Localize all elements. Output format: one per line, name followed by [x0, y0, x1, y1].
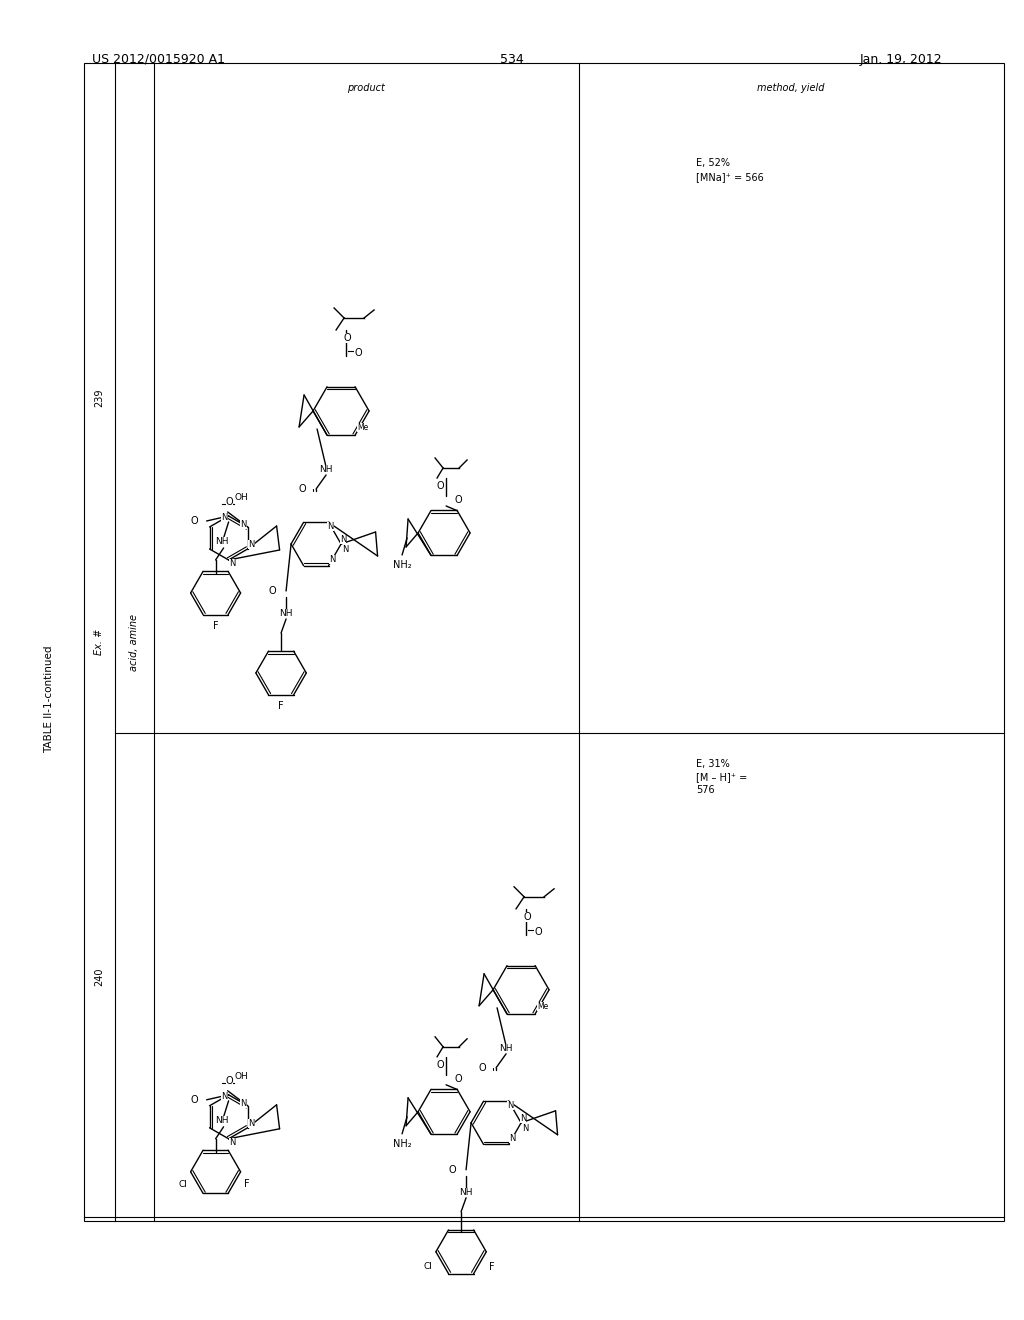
Text: N: N: [522, 1125, 528, 1134]
Text: NH: NH: [280, 610, 293, 619]
Text: NH: NH: [215, 1117, 228, 1125]
Text: Me: Me: [357, 422, 369, 432]
Text: N: N: [328, 521, 334, 531]
Text: E, 31%
[M – H]⁺ =
576: E, 31% [M – H]⁺ = 576: [696, 759, 748, 796]
Text: O: O: [478, 1063, 486, 1073]
Text: O: O: [298, 484, 306, 494]
Text: O: O: [190, 516, 199, 525]
Text: Me: Me: [538, 1002, 549, 1011]
Text: N: N: [340, 536, 346, 544]
Text: O: O: [455, 495, 462, 506]
Text: NH₂: NH₂: [393, 560, 412, 570]
Text: O: O: [354, 348, 361, 358]
Text: Cl: Cl: [178, 1180, 187, 1189]
Text: N: N: [229, 560, 236, 569]
Text: NH: NH: [460, 1188, 473, 1197]
Text: F: F: [213, 620, 218, 631]
Text: method, yield: method, yield: [758, 83, 824, 94]
Text: F: F: [489, 1262, 495, 1272]
Text: OH: OH: [234, 1072, 249, 1081]
Text: N: N: [330, 556, 336, 564]
Text: O: O: [436, 480, 443, 491]
Text: O: O: [436, 1060, 443, 1069]
Text: O: O: [226, 498, 233, 507]
Text: N: N: [241, 1100, 247, 1109]
Text: US 2012/0015920 A1: US 2012/0015920 A1: [92, 53, 225, 66]
Text: N: N: [249, 1119, 255, 1129]
Text: OH: OH: [234, 494, 249, 503]
Text: O: O: [343, 333, 351, 343]
Text: O: O: [449, 1164, 456, 1175]
Text: N: N: [221, 1092, 227, 1101]
Text: NH: NH: [215, 537, 228, 546]
Text: product: product: [347, 83, 385, 94]
Text: N: N: [221, 513, 227, 523]
Text: O: O: [535, 927, 542, 937]
Text: O: O: [190, 1094, 199, 1105]
Text: N: N: [509, 1134, 516, 1143]
Text: NH: NH: [319, 466, 333, 474]
Text: O: O: [268, 586, 275, 597]
Text: 240: 240: [94, 968, 104, 986]
Text: N: N: [342, 545, 348, 554]
Text: NH: NH: [500, 1044, 513, 1053]
Text: N: N: [508, 1101, 514, 1110]
Text: F: F: [279, 701, 284, 711]
Text: N: N: [229, 1138, 236, 1147]
Text: F: F: [244, 1179, 250, 1189]
Text: O: O: [226, 1076, 233, 1086]
Text: Cl: Cl: [424, 1262, 432, 1271]
Text: TABLE II-1-continued: TABLE II-1-continued: [44, 645, 54, 754]
Text: O: O: [455, 1073, 462, 1084]
Text: NH₂: NH₂: [393, 1139, 412, 1148]
Text: Jan. 19, 2012: Jan. 19, 2012: [859, 53, 942, 66]
Text: O: O: [523, 912, 530, 921]
Text: acid, amine: acid, amine: [129, 614, 139, 671]
Text: E, 52%
[MNa]⁺ = 566: E, 52% [MNa]⁺ = 566: [696, 158, 764, 182]
Text: N: N: [241, 520, 247, 529]
Text: 239: 239: [94, 388, 104, 408]
Text: Ex. #: Ex. #: [94, 630, 104, 655]
Text: 534: 534: [500, 53, 524, 66]
Bar: [84, 63, 1004, 1221]
Text: N: N: [249, 540, 255, 549]
Text: N: N: [520, 1114, 526, 1123]
